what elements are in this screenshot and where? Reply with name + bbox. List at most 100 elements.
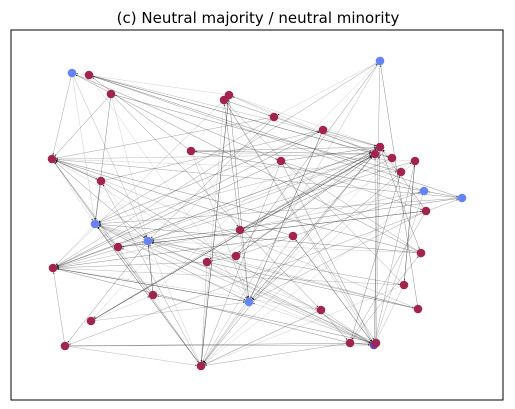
network-edge [352, 210, 427, 340]
majority-node [288, 231, 298, 241]
network-edge [90, 301, 245, 322]
network-edge [239, 155, 372, 231]
network-edge [379, 146, 420, 250]
network-edge [349, 256, 419, 344]
network-edge [151, 242, 377, 344]
network-edge [98, 116, 275, 222]
majority-node [269, 112, 279, 122]
network-edge [110, 93, 148, 237]
network-edge [94, 93, 112, 220]
network-edge [373, 60, 381, 341]
majority-node [96, 176, 106, 186]
majority-node [60, 341, 70, 351]
network-edge [253, 303, 377, 344]
network-edge [121, 248, 375, 346]
network-edge [55, 160, 102, 182]
network-edge [252, 171, 402, 300]
network-edge [55, 161, 375, 346]
network-edge [93, 116, 275, 318]
minority-node [90, 219, 100, 229]
majority-node [396, 167, 406, 177]
network-edge [88, 74, 371, 154]
network-edge [56, 160, 282, 267]
network-edge [94, 223, 371, 344]
network-edge [204, 284, 405, 365]
network-edge [52, 72, 73, 155]
network-edge [280, 160, 422, 210]
network-edge [280, 160, 373, 342]
network-edge [57, 235, 294, 268]
network-edge [200, 261, 208, 362]
network-edge [320, 309, 371, 343]
majority-node [235, 225, 245, 235]
network-edge [206, 261, 371, 344]
network-edge [51, 158, 397, 173]
network-edge [64, 344, 370, 347]
network-edge [210, 229, 241, 260]
majority-node [186, 146, 196, 156]
network-edge [147, 245, 154, 296]
network-edge [273, 116, 388, 157]
network-edge [235, 149, 377, 257]
network-edge [204, 309, 322, 365]
network-edge [56, 160, 294, 237]
network-edge [250, 129, 324, 299]
majority-node [318, 125, 328, 135]
majority-node [370, 149, 380, 159]
network-edge [53, 272, 66, 347]
network-edge [56, 99, 225, 266]
network-edge [190, 150, 238, 227]
network-edge [151, 242, 375, 346]
majority-node [196, 361, 206, 371]
network-edge [71, 72, 147, 238]
network-edge [54, 93, 112, 156]
network-edge [67, 240, 149, 343]
network-edge [51, 158, 93, 221]
node-layer [47, 56, 467, 371]
network-edge [56, 159, 422, 254]
network-edge [238, 60, 381, 253]
network-edge [102, 184, 202, 367]
network-edge [235, 156, 372, 257]
network-edge [204, 190, 425, 364]
network-edge [52, 148, 377, 269]
network-edge [57, 267, 405, 286]
network-edge [55, 161, 149, 242]
majority-node [113, 242, 123, 252]
network-edge [378, 156, 402, 173]
network-edge [88, 74, 247, 299]
majority-node [387, 153, 397, 163]
majority-node [84, 70, 94, 80]
network-edge [152, 241, 419, 310]
majority-node [48, 263, 58, 273]
network-edge [99, 225, 149, 242]
network-edge [94, 223, 246, 301]
network-edge [52, 148, 377, 269]
majority-node [416, 248, 426, 258]
network-edge [51, 158, 145, 239]
network-edge [195, 151, 425, 192]
network-edge [295, 239, 375, 346]
network-edge [52, 131, 320, 269]
network-edge [71, 72, 278, 160]
network-edge [56, 146, 381, 267]
minority-node [67, 68, 77, 78]
majority-node [86, 316, 96, 326]
network-edge [235, 255, 249, 298]
network-edge [157, 295, 377, 344]
network-edge [99, 153, 376, 224]
network-edge [375, 284, 405, 342]
network-edge [54, 162, 119, 248]
network-edge [115, 94, 402, 173]
network-edge [88, 74, 376, 147]
network-edge [149, 244, 202, 367]
network-edge [203, 301, 250, 363]
network-edge [190, 150, 371, 155]
network-edge [99, 197, 463, 225]
majority-node [413, 304, 423, 314]
network-edge [90, 296, 150, 322]
network-edge [52, 72, 73, 155]
majority-node [202, 257, 212, 267]
network-edge [99, 223, 422, 254]
network-edge [203, 146, 381, 363]
